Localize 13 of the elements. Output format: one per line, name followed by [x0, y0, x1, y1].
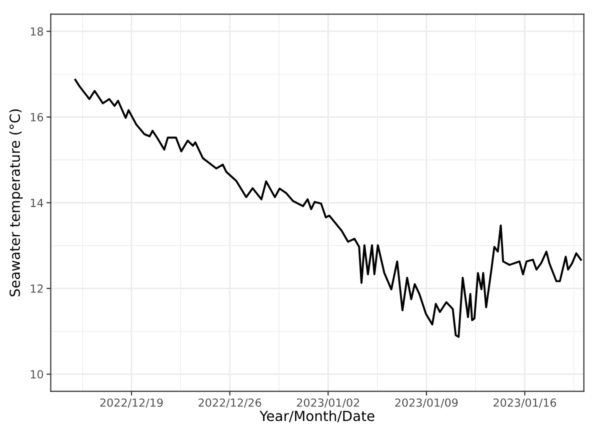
x-tick-label: 2023/01/09: [395, 398, 458, 408]
x-tick-label: 2022/12/26: [198, 398, 262, 408]
x-tick-label: 2022/12/19: [100, 398, 163, 408]
x-tick-label: 2023/01/16: [494, 398, 556, 408]
y-tick-label: 10: [30, 370, 44, 379]
y-axis-title: Seawater temperature (°C): [9, 109, 23, 296]
line-series: [74, 78, 582, 338]
y-tick-label: 16: [30, 113, 44, 122]
y-tick-label: 18: [30, 27, 44, 36]
y-tick-label: 12: [30, 284, 43, 293]
y-tick-label: 14: [30, 198, 44, 207]
x-tick-label: 2023/01/02: [296, 398, 360, 408]
x-axis-title: Year/Month/Date: [260, 410, 374, 422]
